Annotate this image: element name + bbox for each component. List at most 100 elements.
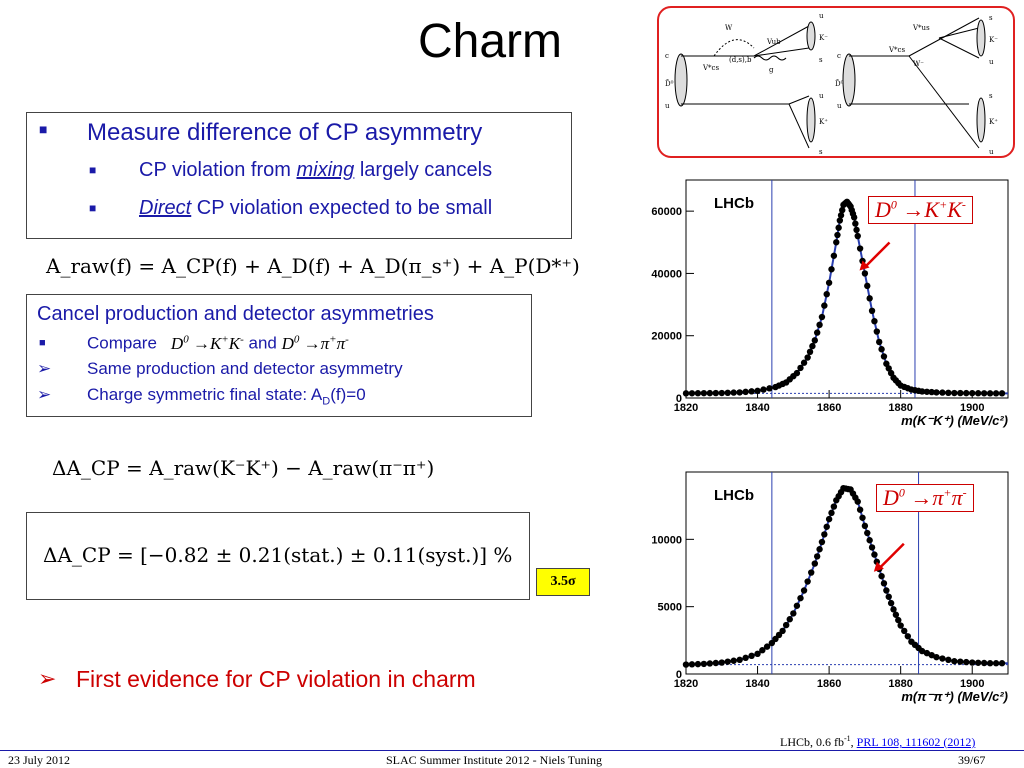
data-point: [992, 660, 1000, 667]
svg-text:u: u: [989, 148, 994, 156]
data-point: [852, 220, 859, 227]
x-tick-label: 1860: [817, 678, 841, 690]
same-production-item: Same production and detector asymmetry: [87, 359, 403, 378]
data-point: [939, 389, 946, 396]
data-point: [836, 217, 844, 224]
kk-decay-label: D0 →K+K-: [868, 196, 973, 224]
svg-text:V*cs: V*cs: [888, 46, 905, 54]
reference-link[interactable]: PRL 108, 111602 (2012): [856, 735, 976, 749]
x-tick-label: 1880: [888, 402, 912, 414]
y-tick-label: 0: [676, 669, 682, 681]
data-point: [951, 658, 958, 665]
svg-text:s: s: [819, 56, 823, 64]
data-point: [859, 514, 866, 521]
sub-bullet-1: CP violation from mixing largely cancels: [139, 159, 493, 181]
pipi-mass-chart: 1820 1840 1860 1880 1900 0 5000 10000 LHCb m(π⁻π⁺…: [651, 471, 1009, 704]
feynman-diagram-right: [842, 17, 986, 149]
x-tick-label: 1900: [960, 402, 984, 414]
data-point: [864, 282, 871, 290]
y-tick-label: 40000: [651, 268, 682, 280]
data-point: [992, 390, 1000, 397]
data-point: [998, 390, 1006, 397]
data-point: [883, 587, 890, 594]
sub-bullet-square-2: ■: [89, 201, 97, 215]
data-point: [873, 328, 881, 335]
svg-text:u: u: [819, 12, 824, 20]
footer-page: 39/67: [958, 753, 986, 767]
compare-item: Compare D0 →K+K- and D0 →π+π-: [87, 333, 349, 353]
x-tick-label: 1840: [745, 678, 769, 690]
data-point: [748, 652, 755, 660]
data-point: [816, 321, 823, 329]
data-point: [790, 610, 797, 617]
data-point: [892, 611, 900, 618]
data-point: [878, 346, 885, 353]
data-point: [694, 660, 702, 668]
decay-kk-inline: D0 →K+K-: [170, 333, 244, 353]
data-point: [688, 390, 696, 397]
data-point: [825, 279, 833, 286]
y-tick-label: 5000: [658, 602, 682, 614]
experiment-label: LHCb: [714, 487, 754, 504]
data-point: [945, 656, 952, 664]
svg-text:K⁻: K⁻: [819, 34, 828, 42]
data-point: [825, 515, 833, 523]
svg-text:g: g: [769, 66, 774, 74]
compare-bullet-square: ■: [39, 337, 46, 349]
data-point: [736, 656, 743, 664]
svg-text:u: u: [819, 92, 824, 100]
cancel-asymmetries-box: Cancel production and detector asymmetri…: [26, 294, 532, 417]
data-point: [718, 659, 725, 666]
footer-center: SLAC Summer Institute 2012 - Niels Tunin…: [386, 753, 603, 767]
data-point: [821, 302, 828, 309]
data-point: [742, 654, 749, 662]
charge-symmetric-item: Charge symmetric final state: AD(f)=0: [87, 385, 366, 408]
data-point: [808, 569, 815, 576]
data-point: [856, 506, 864, 513]
data-point: [809, 342, 816, 350]
data-point: [823, 523, 830, 530]
data-point: [861, 270, 869, 277]
data-point: [854, 498, 861, 505]
data-point: [700, 389, 708, 397]
data-point: [850, 214, 858, 221]
data-point: [706, 389, 714, 397]
data-point: [779, 627, 786, 635]
data-point: [760, 386, 767, 393]
svg-text:u: u: [989, 58, 994, 66]
data-point: [974, 390, 982, 397]
arrow-bullet-1: ➢: [37, 359, 52, 378]
data-point: [759, 647, 766, 654]
pointer-arrow: [876, 542, 905, 571]
experiment-label: LHCb: [714, 195, 754, 212]
svg-text:s: s: [989, 92, 993, 100]
data-point: [712, 389, 720, 397]
data-point: [828, 266, 835, 273]
data-point: [748, 388, 755, 395]
x-tick-label: 1880: [888, 678, 912, 690]
data-point: [866, 537, 873, 544]
svg-text:c: c: [665, 52, 669, 60]
cancel-heading: Cancel production and detector asymmetri…: [37, 303, 434, 325]
data-point: [933, 653, 940, 661]
conclusion-arrow: ➢: [38, 666, 57, 691]
data-point: [897, 622, 904, 629]
x-axis-label: m(π⁻π⁺) (MeV/c²): [901, 689, 1008, 704]
decay-pipi-inline: D0 →π+π-: [281, 333, 349, 353]
data-point: [700, 660, 708, 668]
data-point: [871, 317, 878, 325]
data-point: [880, 580, 888, 587]
data-point: [811, 560, 818, 567]
data-point: [963, 389, 970, 397]
data-point: [706, 660, 714, 667]
data-point: [804, 578, 811, 585]
data-point: [830, 252, 838, 259]
pointer-arrowhead: [873, 561, 884, 572]
sub-bullet-square-1: ■: [89, 163, 97, 177]
data-point: [868, 307, 876, 314]
arrow-bullet-2: ➢: [37, 385, 52, 404]
data-point: [786, 616, 793, 623]
data-point: [901, 627, 908, 635]
data-point: [806, 348, 814, 356]
svg-text:s: s: [989, 14, 993, 22]
